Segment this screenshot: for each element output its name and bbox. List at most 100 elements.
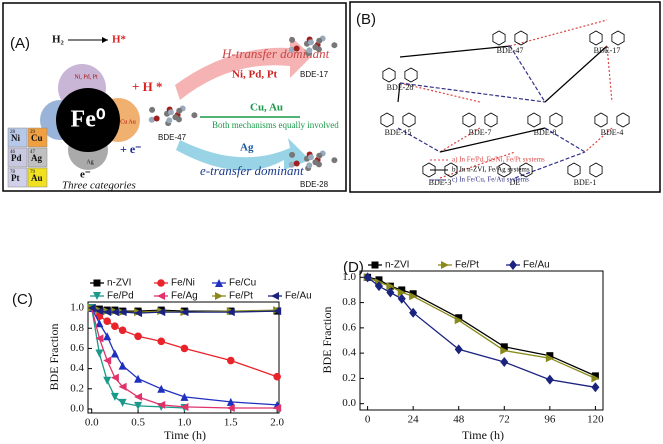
marker	[118, 382, 127, 391]
atom	[153, 115, 160, 122]
x-axis-title: Time (h)	[462, 428, 504, 442]
legend-marker	[509, 260, 517, 270]
x-tick-label: 0.0	[85, 417, 99, 429]
marker	[103, 376, 112, 385]
marker	[500, 356, 509, 367]
marker	[95, 334, 104, 343]
marker	[397, 288, 406, 297]
pathway-arrow	[606, 45, 613, 103]
legend-marker	[215, 279, 223, 287]
marker	[591, 382, 600, 393]
marker	[374, 281, 383, 292]
marker	[103, 317, 111, 325]
marker	[111, 322, 119, 331]
legend-text: b) In n-ZVI, Fe/Ag systems	[452, 166, 530, 174]
marker	[95, 312, 104, 320]
marker	[180, 392, 189, 401]
marker	[110, 349, 119, 358]
y-axis-title: BDE Fraction	[320, 307, 334, 374]
ring	[514, 30, 528, 46]
legend-label: n-ZVI	[107, 278, 131, 289]
molecule-label: BDE-7	[469, 128, 492, 137]
marker	[273, 403, 282, 412]
h2-label: H₂	[52, 34, 65, 46]
ring	[462, 112, 476, 128]
hstar-label: H*	[112, 34, 127, 46]
atom	[172, 114, 179, 121]
panel-label: (A)	[10, 35, 30, 52]
marker	[454, 316, 463, 325]
legend-label: Fe/Ni	[171, 278, 195, 289]
pathway-arrow	[439, 151, 516, 179]
panel-label: (C)	[12, 291, 33, 308]
series-line	[91, 307, 278, 409]
marker	[134, 309, 143, 318]
ring	[497, 162, 511, 178]
pathway-arrow	[544, 45, 608, 103]
legend-marker	[441, 261, 449, 269]
atom	[306, 162, 313, 169]
element-symbol: Ni	[11, 133, 20, 143]
ring	[484, 112, 498, 128]
e-label: e⁻	[80, 169, 91, 181]
pathway-arrow	[514, 151, 586, 179]
legend-label: Fe/Pt	[229, 291, 253, 302]
marker	[180, 308, 189, 317]
marker	[134, 401, 143, 410]
ring	[492, 30, 506, 46]
atom	[293, 160, 300, 167]
legend-label: Fe/Au	[285, 291, 312, 302]
ring	[444, 162, 458, 178]
y-tick-label: 0.6	[342, 321, 356, 333]
ring	[589, 30, 603, 46]
legend-label: Fe/Pt	[455, 260, 479, 271]
series-line	[91, 307, 278, 406]
y-tick-label: 0.8	[70, 322, 84, 334]
molecules	[148, 35, 338, 172]
molecule-label: BDE-15	[385, 128, 412, 137]
series-line	[91, 307, 278, 378]
y-tick-label: 0.6	[70, 342, 84, 354]
ring	[422, 162, 436, 178]
marker	[363, 272, 372, 283]
marker	[375, 276, 383, 284]
plot-frame	[87, 301, 280, 414]
marker	[95, 319, 104, 328]
marker	[226, 308, 235, 317]
marker	[118, 308, 127, 317]
panel-label: (B)	[356, 11, 376, 28]
chart: 0 24 48 72 96 120 0.0 0.2 0.4 0.6 0.8 1.0 Time (h) BD…	[320, 259, 604, 442]
marker	[409, 307, 418, 318]
arrowhead	[102, 37, 108, 43]
marker	[118, 326, 127, 335]
molecule-label: BDE-17	[594, 46, 621, 55]
legend-marker	[93, 292, 101, 300]
both-text: Both mechanisms equally involved	[212, 120, 339, 130]
ring	[382, 67, 396, 83]
y-tick-label: 0.4	[342, 347, 356, 359]
legend-label: Fe/Au	[523, 260, 550, 271]
marker	[134, 374, 143, 383]
y-tick-label: 1.0	[70, 302, 84, 314]
marker	[397, 293, 406, 304]
ring	[549, 112, 563, 128]
pathway-arrow	[397, 127, 441, 153]
h-transfer: H-transfer dominant	[221, 46, 330, 61]
petal-label: Cu Au	[120, 119, 136, 125]
pathway-arrow	[439, 127, 546, 153]
marker	[409, 292, 418, 301]
marker	[110, 373, 119, 382]
marker	[386, 282, 395, 291]
legend-marker	[93, 279, 101, 287]
marker	[226, 397, 235, 406]
legend-marker	[157, 292, 165, 300]
y-tick-label: 0.8	[342, 296, 356, 308]
element-tile	[7, 167, 28, 188]
marker	[273, 307, 282, 316]
marker	[546, 352, 554, 360]
marker	[103, 356, 112, 365]
marker	[455, 314, 463, 322]
y-axis-title: BDE Fraction	[47, 324, 61, 391]
